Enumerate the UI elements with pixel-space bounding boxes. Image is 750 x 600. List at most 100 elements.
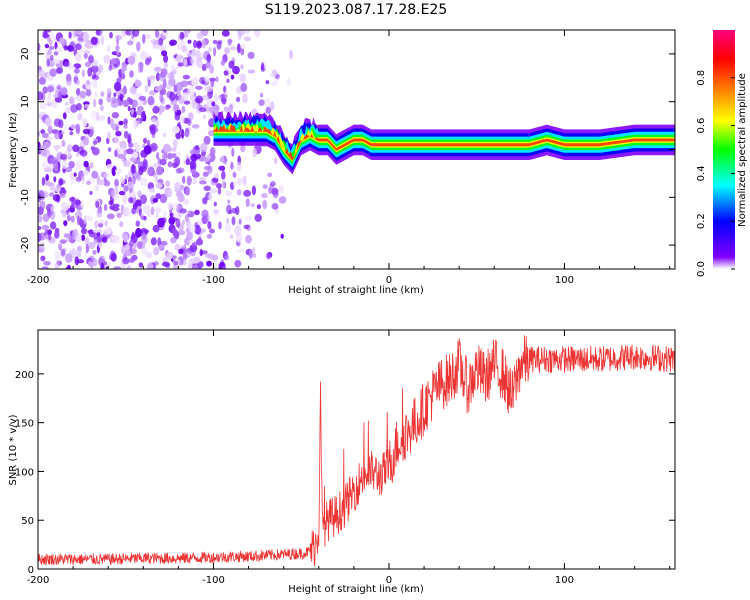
spectrogram-cell	[54, 227, 60, 234]
spectrogram-cell	[185, 186, 190, 196]
spectrogram-cell	[139, 64, 143, 73]
spectrogram-cell	[110, 58, 118, 65]
spectrogram-cell	[60, 201, 69, 211]
spectrogram-cell	[169, 91, 176, 102]
spectrogram-cell	[181, 128, 185, 139]
spectrogram-cell	[177, 62, 184, 67]
spectrogram-cell	[207, 221, 212, 230]
spectrogram-cell	[175, 81, 184, 92]
spectrogram-cell	[234, 259, 242, 268]
spectrogram-cell	[66, 214, 71, 222]
spectrogram-cell	[123, 130, 129, 139]
spectrogram-cell	[209, 147, 216, 156]
spectrogram-cell	[46, 85, 55, 93]
spectrogram-x-label: Height of straight line (km)	[288, 285, 424, 296]
spectrogram-cell	[199, 180, 207, 185]
spectrogram-cell	[187, 87, 195, 97]
spectrogram-cell	[214, 173, 220, 179]
spectrogram-cell	[75, 176, 82, 182]
spectrogram-cell	[213, 47, 217, 57]
spectrogram-cell	[80, 90, 86, 99]
y-tick-label: 50	[21, 516, 34, 527]
spectrogram-cell	[261, 62, 265, 71]
spectrogram-cell	[111, 166, 117, 177]
spectrogram-cell	[130, 52, 136, 57]
spectrogram-cell	[106, 163, 114, 170]
spectrogram-cell	[113, 186, 119, 196]
spectrogram-cell	[68, 249, 74, 255]
spectrogram-cell	[66, 264, 71, 269]
spectrogram-cell	[114, 150, 118, 157]
snr-axes: -200 -100 0 100 0 50 100 150 200	[15, 330, 675, 586]
spectrogram-cell	[123, 160, 131, 168]
spectrogram-cell	[200, 250, 208, 255]
spectrogram-cell	[140, 50, 148, 60]
spectrogram-cell	[60, 87, 68, 96]
spectrogram-cell	[237, 248, 245, 253]
colorbar-tick-label: 0.4	[696, 165, 707, 181]
spectrogram-cell	[41, 224, 50, 231]
y-tick-label: 0	[28, 565, 34, 576]
spectrogram-cell	[83, 170, 90, 176]
spectrogram-cell	[222, 265, 227, 269]
spectrogram-cell	[119, 93, 124, 102]
spectrogram-cell	[172, 212, 180, 218]
spectrogram-cell	[191, 241, 198, 247]
spectrogram-cell	[40, 255, 46, 262]
spectrogram-cell	[218, 165, 226, 171]
spectrogram-cell	[231, 147, 235, 157]
spectrogram-cell	[72, 198, 80, 209]
spectrogram-cell	[253, 30, 261, 38]
spectrogram-cell	[98, 115, 106, 121]
spectrogram-cell	[170, 80, 174, 87]
spectrogram-cell	[38, 215, 43, 223]
spectrogram-cell	[175, 151, 182, 158]
spectrogram-cell	[167, 152, 173, 160]
spectrogram-cell	[220, 59, 225, 66]
spectrogram-cell	[236, 96, 241, 103]
spectrogram-cell	[163, 61, 169, 68]
spectrogram-cell	[60, 130, 65, 135]
spectrogram-cell	[63, 220, 67, 227]
spectrogram-cell	[135, 227, 142, 238]
spectrogram-cell	[286, 78, 291, 86]
spectrogram-cell	[230, 74, 235, 80]
spectrogram-cell	[81, 69, 85, 78]
spectrogram-cell	[40, 129, 46, 134]
spectrogram-cell	[187, 209, 191, 215]
spectrogram-cell	[65, 107, 71, 114]
spectrogram-cell	[176, 89, 181, 97]
spectrogram-cell	[54, 132, 61, 140]
spectrogram-cell	[259, 92, 264, 98]
spectrogram-cell	[62, 112, 67, 120]
spectrogram-cell	[204, 253, 212, 258]
spectrogram-cell	[93, 239, 98, 245]
spectrogram-cell	[174, 112, 181, 121]
spectrogram-cell	[183, 132, 190, 137]
spectrogram-cell	[197, 219, 203, 226]
spectrogram-cell	[206, 53, 212, 63]
spectrogram-cell	[230, 181, 235, 191]
spectrogram-cell	[230, 234, 234, 240]
spectrogram-cell	[76, 245, 83, 252]
spectrogram-cell	[170, 236, 177, 244]
spectrogram-cell	[174, 156, 181, 167]
spectrogram-cell	[183, 30, 191, 34]
spectrogram-cell	[272, 189, 279, 199]
spectrogram-cell	[182, 175, 186, 184]
spectrogram-cell	[132, 151, 139, 159]
spectrogram-cell	[196, 32, 204, 40]
spectrogram-cell	[187, 39, 192, 44]
spectrogram-cell	[120, 204, 125, 210]
spectrogram-cell	[213, 201, 217, 207]
spectrogram-cell	[110, 253, 117, 262]
spectrogram-cell	[153, 246, 160, 256]
spectrogram-cell	[45, 174, 49, 181]
spectrogram-cell	[203, 185, 211, 192]
spectrogram-cell	[69, 41, 76, 52]
spectrogram-cell	[265, 106, 272, 114]
spectrogram-cell	[124, 174, 129, 180]
spectrogram-cell	[159, 73, 166, 78]
spectrogram-cell	[251, 108, 257, 116]
spectrogram-cell	[280, 233, 284, 239]
